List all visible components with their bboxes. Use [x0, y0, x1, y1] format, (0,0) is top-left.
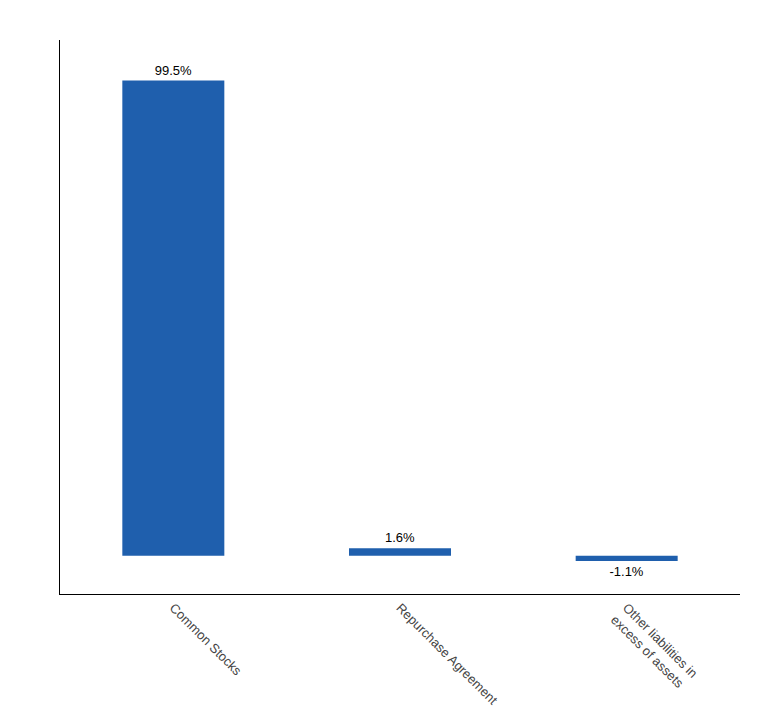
- svg-text:-1.1%: -1.1%: [609, 564, 643, 579]
- svg-text:1.6%: 1.6%: [385, 530, 415, 545]
- svg-text:99.5%: 99.5%: [155, 63, 192, 78]
- svg-text:Other liabilities inexcess of: Other liabilities inexcess of assets: [608, 600, 701, 693]
- svg-text:Common Stocks: Common Stocks: [167, 600, 245, 678]
- svg-text:Repurchase Agreement: Repurchase Agreement: [393, 600, 500, 707]
